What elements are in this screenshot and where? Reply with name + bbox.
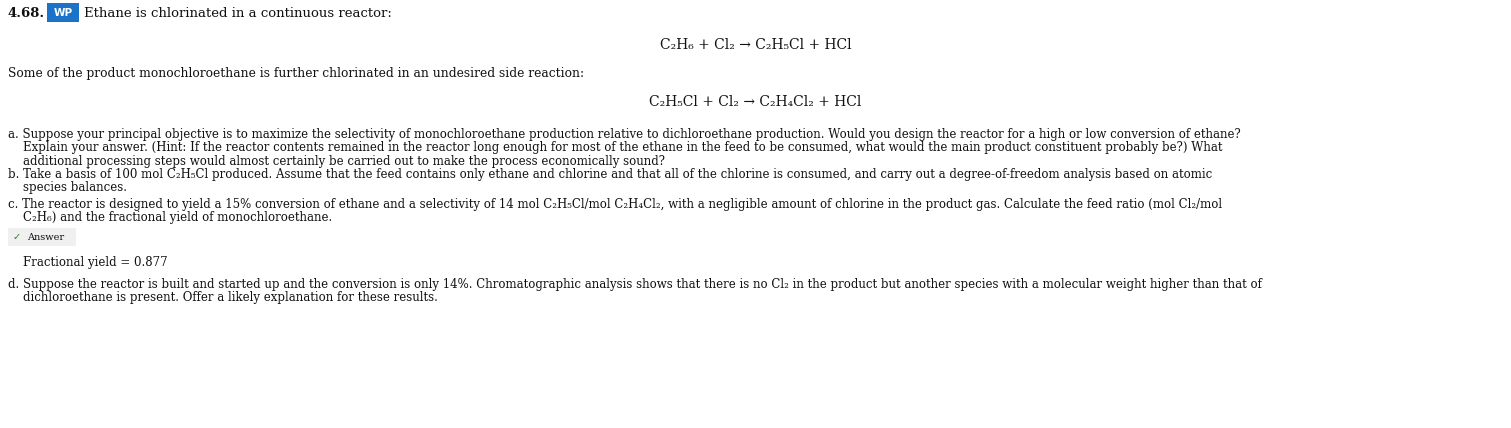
Text: C₂H₅Cl + Cl₂ → C₂H₄Cl₂ + HCl: C₂H₅Cl + Cl₂ → C₂H₄Cl₂ + HCl <box>650 95 861 109</box>
Text: 4.68.: 4.68. <box>8 7 45 20</box>
Text: species balances.: species balances. <box>8 181 127 194</box>
Text: d. Suppose the reactor is built and started up and the conversion is only 14%. C: d. Suppose the reactor is built and star… <box>8 278 1262 291</box>
Text: Answer: Answer <box>27 232 63 241</box>
FancyBboxPatch shape <box>44 1 82 24</box>
Text: b. Take a basis of 100 mol C₂H₅Cl produced. Assume that the feed contains only e: b. Take a basis of 100 mol C₂H₅Cl produc… <box>8 168 1212 181</box>
Text: Fractional yield = 0.877: Fractional yield = 0.877 <box>8 256 168 269</box>
FancyBboxPatch shape <box>5 227 80 247</box>
Text: C₂H₆ + Cl₂ → C₂H₅Cl + HCl: C₂H₆ + Cl₂ → C₂H₅Cl + HCl <box>660 38 851 52</box>
Text: ✓: ✓ <box>12 232 20 242</box>
Text: C₂H₆) and the fractional yield of monochloroethane.: C₂H₆) and the fractional yield of monoch… <box>8 211 332 225</box>
Text: a. Suppose your principal objective is to maximize the selectivity of monochloro: a. Suppose your principal objective is t… <box>8 128 1241 141</box>
Text: additional processing steps would almost certainly be carried out to make the pr: additional processing steps would almost… <box>8 155 665 168</box>
Text: Ethane is chlorinated in a continuous reactor:: Ethane is chlorinated in a continuous re… <box>85 7 391 20</box>
Text: Some of the product monochloroethane is further chlorinated in an undesired side: Some of the product monochloroethane is … <box>8 67 585 80</box>
Text: c. The reactor is designed to yield a 15% conversion of ethane and a selectivity: c. The reactor is designed to yield a 15… <box>8 198 1222 211</box>
Text: dichloroethane is present. Offer a likely explanation for these results.: dichloroethane is present. Offer a likel… <box>8 291 438 304</box>
Text: WP: WP <box>53 8 73 18</box>
Text: Explain your answer. (Hint: If the reactor contents remained in the reactor long: Explain your answer. (Hint: If the react… <box>8 142 1222 155</box>
